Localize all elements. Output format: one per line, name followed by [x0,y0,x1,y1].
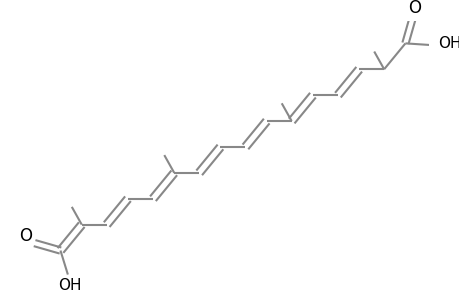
Text: OH: OH [437,36,459,51]
Text: OH: OH [58,278,81,293]
Text: O: O [407,0,420,17]
Text: O: O [19,227,32,245]
